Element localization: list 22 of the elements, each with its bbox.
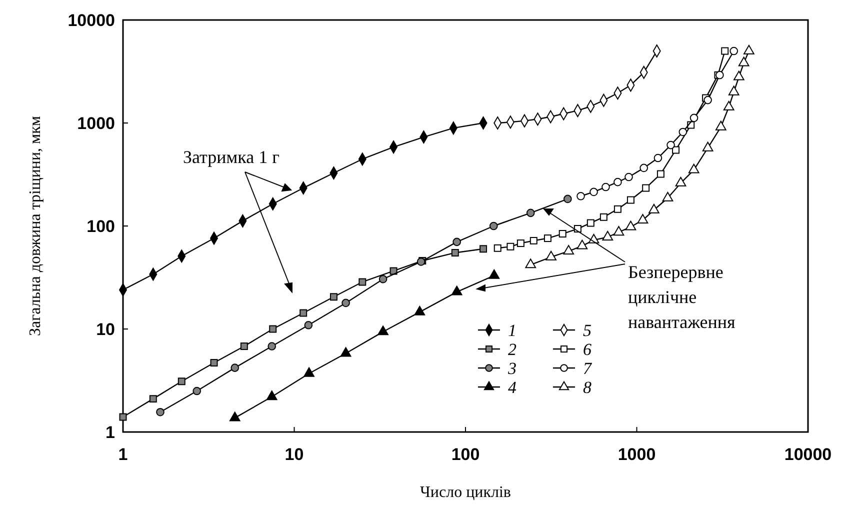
y-axis-title: Загальна довжина тріщини, мкм xyxy=(27,116,44,336)
legend-label: 7 xyxy=(583,359,593,378)
annotation: Затримка 1 г xyxy=(183,147,280,167)
y-tick-label: 10 xyxy=(96,320,115,339)
y-tick-label: 1 xyxy=(106,423,115,442)
legend-label: 2 xyxy=(508,340,517,359)
x-tick-label: 100 xyxy=(451,445,480,464)
legend-label: 4 xyxy=(508,378,517,397)
y-tick-label: 1000 xyxy=(77,114,115,133)
x-axis-title: Число циклів xyxy=(420,484,512,501)
x-tick-label: 10 xyxy=(284,445,304,464)
y-tick-label: 10000 xyxy=(68,11,115,30)
x-tick-label: 10000 xyxy=(784,445,832,464)
y-tick-label: 100 xyxy=(86,217,115,236)
legend-label: 1 xyxy=(508,321,516,340)
annotation: Безперервне циклічне навантаження xyxy=(628,262,736,332)
x-tick-label: 1000 xyxy=(618,445,656,464)
x-tick-label: 1 xyxy=(118,445,128,464)
legend-label: 6 xyxy=(583,340,592,359)
legend-label: 5 xyxy=(583,321,592,340)
legend-label: 8 xyxy=(583,378,592,397)
legend-label: 3 xyxy=(507,359,516,378)
